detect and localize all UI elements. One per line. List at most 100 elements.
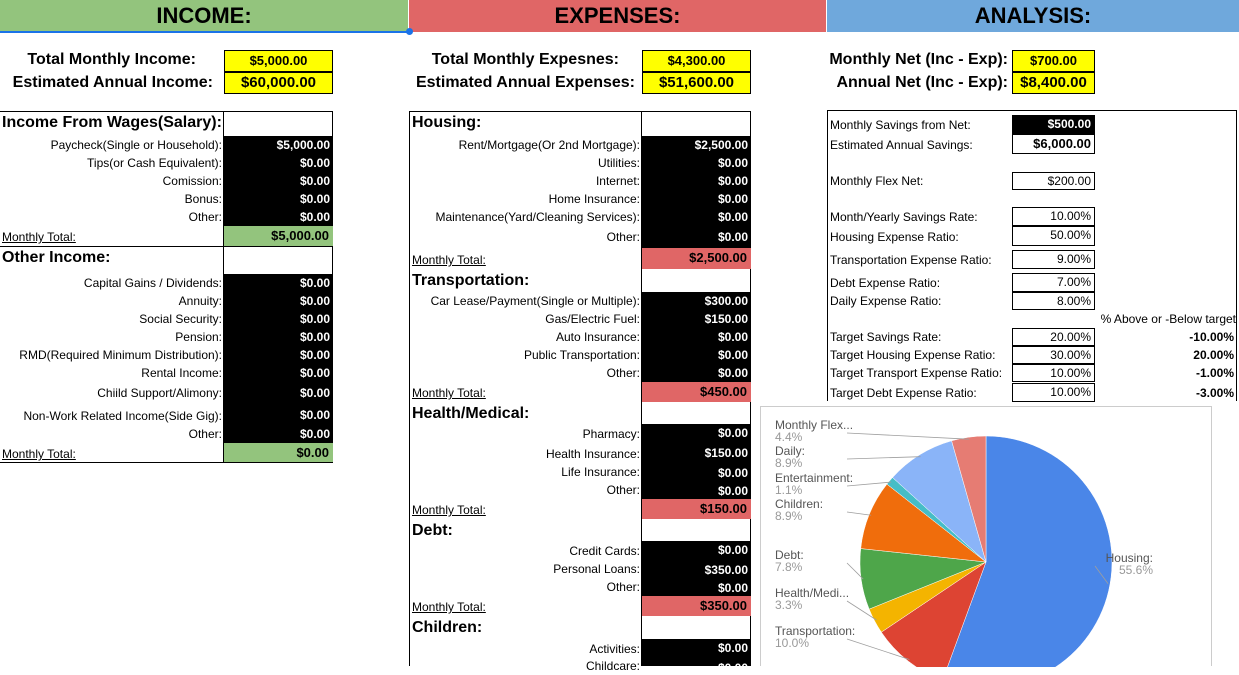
target-value[interactable]: 10.00% xyxy=(1012,383,1095,402)
housing-row-value[interactable]: $0.00 xyxy=(642,190,751,208)
other-income-row-value[interactable]: $0.00 xyxy=(224,310,333,328)
housing-title: Housing: xyxy=(412,114,482,131)
total-monthly-expenses-value[interactable]: $4,300.00 xyxy=(642,50,751,72)
transportation-monthly-total-value[interactable]: $450.00 xyxy=(642,382,751,402)
income-frame-top xyxy=(0,111,333,112)
health-row-value[interactable]: $0.00 xyxy=(642,482,751,500)
other-income-row-value[interactable]: $0.00 xyxy=(224,274,333,292)
housing-row-value[interactable]: $0.00 xyxy=(642,226,751,248)
savings-label: Monthly Savings from Net: xyxy=(830,118,971,132)
wages-row-label: Comission: xyxy=(162,174,222,188)
pie-slice-transportation[interactable] xyxy=(880,561,987,667)
health-row-value[interactable]: $0.00 xyxy=(642,424,751,444)
housing-row-value[interactable]: $2,500.00 xyxy=(642,136,751,154)
flex-net-label: Monthly Flex Net: xyxy=(830,174,924,188)
target-value[interactable]: 20.00% xyxy=(1012,328,1095,346)
total-monthly-income-value[interactable]: $5,000.00 xyxy=(224,50,333,72)
children-row-label: Childcare: xyxy=(585,659,640,673)
ratio-value[interactable]: 10.00% xyxy=(1012,207,1095,226)
other-income-row-label: Annuity: xyxy=(178,294,222,308)
children-row-value[interactable]: $0.00 xyxy=(642,659,751,666)
income-header: INCOME: xyxy=(0,0,408,32)
wages-row-value[interactable]: $0.00 xyxy=(224,208,333,226)
wages-row-value[interactable]: $0.00 xyxy=(224,172,333,190)
health-monthly-total-value[interactable]: $150.00 xyxy=(642,499,751,519)
debt-row-label: Personal Loans: xyxy=(553,562,640,576)
pie-percent-label: 4.4% xyxy=(775,430,803,444)
housing-row-label: Utilities: xyxy=(597,156,640,170)
other-income-row-value[interactable]: $0.00 xyxy=(224,346,333,364)
target-label: Target Debt Expense Ratio: xyxy=(830,386,977,400)
target-value[interactable]: 30.00% xyxy=(1012,346,1095,364)
selection-handle[interactable] xyxy=(406,28,413,35)
other-income-monthly-total-value[interactable]: $0.00 xyxy=(224,443,333,463)
housing-row-label: Other: xyxy=(606,230,640,244)
other-income-row-label: Rental Income: xyxy=(141,366,222,380)
other-income-row-label: RMD(Required Minimum Distribution): xyxy=(19,348,222,362)
wages-row-value[interactable]: $0.00 xyxy=(224,154,333,172)
ratio-value[interactable]: 8.00% xyxy=(1012,292,1095,310)
pie-label: Transportation: xyxy=(775,624,855,638)
other-income-row-value[interactable]: $0.00 xyxy=(224,364,333,384)
ratio-label: Daily Expense Ratio: xyxy=(830,294,942,308)
income-col-divider xyxy=(223,111,224,463)
savings-value[interactable]: $500.00 xyxy=(1012,115,1095,134)
pie-percent-label: 10.0% xyxy=(775,636,809,650)
other-income-row-value[interactable]: $0.00 xyxy=(224,328,333,346)
housing-row-value[interactable]: $0.00 xyxy=(642,154,751,172)
target-value[interactable]: 10.00% xyxy=(1012,364,1095,382)
total-monthly-expenses-label: Total Monthly Expesnes: xyxy=(431,51,619,68)
debt-monthly-total-value[interactable]: $350.00 xyxy=(642,596,751,616)
other-income-row-value[interactable]: $0.00 xyxy=(224,406,333,425)
transportation-row-value[interactable]: $0.00 xyxy=(642,364,751,382)
annual-net-value[interactable]: $8,400.00 xyxy=(1012,72,1095,94)
debt-row-value[interactable]: $0.00 xyxy=(642,579,751,597)
debt-row-value[interactable]: $350.00 xyxy=(642,561,751,579)
ratio-label: Housing Expense Ratio: xyxy=(830,230,959,244)
wages-monthly-total-value[interactable]: $5,000.00 xyxy=(224,226,333,246)
wages-title: Income From Wages(Salary): xyxy=(2,114,222,131)
estimated-annual-expenses-value[interactable]: $51,600.00 xyxy=(642,72,751,94)
housing-row-label: Internet: xyxy=(595,174,640,188)
transportation-row-value[interactable]: $150.00 xyxy=(642,310,751,328)
wages-row-value[interactable]: $5,000.00 xyxy=(224,136,333,154)
total-monthly-income-label: Total Monthly Income: xyxy=(27,51,196,68)
housing-monthly-total-label: Monthly Total: xyxy=(412,253,486,267)
transportation-row-label: Other: xyxy=(606,366,640,380)
monthly-net-value[interactable]: $700.00 xyxy=(1012,50,1095,72)
transportation-row-value[interactable]: $0.00 xyxy=(642,328,751,346)
estimated-annual-income-label: Estimated Annual Income: xyxy=(12,74,213,91)
savings-value[interactable]: $6,000.00 xyxy=(1012,134,1095,154)
transportation-row-value[interactable]: $300.00 xyxy=(642,292,751,310)
health-row-value[interactable]: $0.00 xyxy=(642,464,751,482)
health-row-value[interactable]: $150.00 xyxy=(642,444,751,464)
ratio-value[interactable]: 9.00% xyxy=(1012,250,1095,269)
pie-percent-label: 1.1% xyxy=(775,483,803,497)
transportation-row-label: Car Lease/Payment(Single or Multiple): xyxy=(430,294,640,308)
children-row-value[interactable]: $0.00 xyxy=(642,639,751,659)
housing-monthly-total-value[interactable]: $2,500.00 xyxy=(642,248,751,269)
pie-leader-line xyxy=(846,456,921,460)
pie-slice-housing[interactable] xyxy=(943,435,1113,667)
pie-label: Monthly Flex... xyxy=(775,418,853,432)
transportation-row-value[interactable]: $0.00 xyxy=(642,346,751,364)
housing-row-value[interactable]: $0.00 xyxy=(642,172,751,190)
other-income-row-value[interactable]: $0.00 xyxy=(224,292,333,310)
wages-row-value[interactable]: $0.00 xyxy=(224,190,333,208)
other-income-monthly-total-label: Monthly Total: xyxy=(2,447,76,461)
other-income-row-value[interactable]: $0.00 xyxy=(224,384,333,406)
target-diff: -3.00% xyxy=(1195,386,1234,400)
pie-slice-monthly-flex[interactable] xyxy=(951,435,987,563)
estimated-annual-income-value[interactable]: $60,000.00 xyxy=(224,72,333,94)
ratio-value[interactable]: 50.00% xyxy=(1012,226,1095,246)
ratio-value[interactable]: 7.00% xyxy=(1012,273,1095,292)
wages-row-label: Bonus: xyxy=(184,192,222,206)
pie-percent-label: 7.8% xyxy=(775,560,803,574)
other-income-title: Other Income: xyxy=(2,249,111,266)
housing-row-value[interactable]: $0.00 xyxy=(642,208,751,226)
expense-pie-chart[interactable]: Housing: 55.6% Transportation: 10.0% Health/… xyxy=(760,406,1212,667)
flex-net-value[interactable]: $200.00 xyxy=(1012,172,1095,190)
pie-label: Housing: xyxy=(1106,551,1153,565)
other-income-row-value[interactable]: $0.00 xyxy=(224,425,333,443)
debt-row-value[interactable]: $0.00 xyxy=(642,541,751,561)
